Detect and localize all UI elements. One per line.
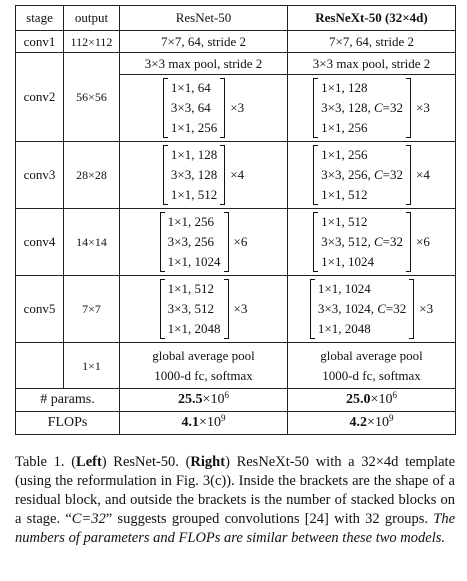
block-line: 1×1, 256	[321, 147, 368, 162]
block-multiplier: ×4	[230, 167, 245, 182]
block-line: 1×1, 256	[170, 120, 218, 135]
block-multiplier: ×6	[233, 234, 248, 249]
block-line: 1×1, 128	[321, 80, 368, 95]
resnext-params-value: 25.0×106	[287, 388, 456, 412]
block-line: 1×1, 64	[170, 80, 211, 95]
block-line: 1×1, 256	[321, 120, 368, 135]
header-resnext: ResNeXt-50 (32×4d)	[287, 5, 456, 31]
block-line: 3×3, 256, C=32	[321, 167, 403, 182]
pool-line: global average pool	[320, 347, 423, 363]
resnet-pool-cell: global average pool 1000-d fc, softmax	[119, 342, 288, 389]
block-line: 3×3, 1024, C=32	[317, 301, 407, 316]
stage-cell: conv4	[15, 208, 64, 276]
output-cell: 112×112	[63, 30, 120, 53]
resnext-block-cell: 1×1, 256 3×3, 256, C=32 1×1, 512 ×4	[287, 141, 456, 209]
block-line: 1×1, 512	[321, 214, 368, 229]
resnet-flops-value: 4.1×109	[119, 411, 288, 435]
output-cell: 1×1	[63, 342, 120, 389]
block-line: 1×1, 256	[167, 214, 214, 229]
stage-cell: conv5	[15, 275, 64, 343]
header-row: stage output ResNet-50 ResNeXt-50 (32×4d…	[15, 5, 456, 31]
resnext-pool-cell: global average pool 1000-d fc, softmax	[287, 342, 456, 389]
block-multiplier: ×3	[416, 100, 430, 115]
stage-cell: conv3	[15, 141, 64, 209]
resnext-cell: 7×7, 64, stride 2	[287, 30, 456, 53]
conv4-row: conv4 14×14 1×1, 256 3×3, 256 1×1, 1024 …	[15, 208, 456, 276]
block-bracket: 1×1, 512 3×3, 512 1×1, 2048 ×3	[159, 279, 248, 339]
conv1-row: conv1 112×112 7×7, 64, stride 2 7×7, 64,…	[15, 30, 456, 53]
block-multiplier: ×3	[419, 301, 434, 316]
block-bracket: 1×1, 512 3×3, 512, C=32 1×1, 1024 ×6	[313, 212, 430, 272]
block-line: 3×3, 256	[167, 234, 214, 249]
resnet-params-value: 25.5×106	[119, 388, 288, 412]
block-multiplier: ×3	[233, 301, 248, 316]
block-multiplier: ×4	[416, 167, 430, 182]
table-caption: Table 1. (Left) ResNet-50. (Right) ResNe…	[15, 454, 456, 546]
resnext-block-cell: 1×1, 512 3×3, 512, C=32 1×1, 1024 ×6	[287, 208, 456, 276]
resnext-block-cell: 1×1, 1024 3×3, 1024, C=32 1×1, 2048 ×3	[287, 275, 456, 343]
block-bracket: 1×1, 64 3×3, 64 1×1, 256 ×3	[162, 78, 245, 138]
header-stage: stage	[15, 5, 64, 31]
block-multiplier: ×3	[230, 100, 245, 115]
flops-row: FLOPs 4.1×109 4.2×109	[15, 411, 456, 435]
block-bracket: 1×1, 128 3×3, 128 1×1, 512 ×4	[162, 145, 245, 205]
conv3-row: conv3 28×28 1×1, 128 3×3, 128 1×1, 512 ×…	[15, 141, 456, 209]
resnet-block-cell: 1×1, 512 3×3, 512 1×1, 2048 ×3	[119, 275, 288, 343]
block-bracket: 1×1, 1024 3×3, 1024, C=32 1×1, 2048 ×3	[309, 279, 434, 339]
block-line: 1×1, 512	[321, 187, 368, 202]
params-label: # params.	[15, 388, 120, 412]
stage-cell: conv2	[15, 52, 64, 142]
resnet-cell: 3×3 max pool, stride 2	[119, 52, 288, 75]
block-line: 1×1, 2048	[167, 321, 221, 336]
flops-label: FLOPs	[15, 411, 120, 435]
stage-cell: conv1	[15, 30, 64, 53]
resnet-cell: 7×7, 64, stride 2	[119, 30, 288, 53]
block-line: 3×3, 128	[170, 167, 218, 182]
output-cell: 14×14	[63, 208, 120, 276]
block-line: 3×3, 128, C=32	[321, 100, 403, 115]
block-line: 1×1, 1024	[321, 254, 374, 269]
params-row: # params. 25.5×106 25.0×106	[15, 388, 456, 412]
block-line: 1×1, 512	[167, 281, 214, 296]
block-bracket: 1×1, 256 3×3, 256 1×1, 1024 ×6	[159, 212, 248, 272]
resnet-block-cell: 1×1, 256 3×3, 256 1×1, 1024 ×6	[119, 208, 288, 276]
block-line: 1×1, 1024	[317, 281, 371, 296]
header-resnet: ResNet-50	[119, 5, 288, 31]
block-line: 3×3, 512	[167, 301, 214, 316]
fc-line: 1000-d fc, softmax	[322, 367, 421, 383]
block-line: 1×1, 1024	[167, 254, 221, 269]
block-line: 1×1, 2048	[317, 321, 371, 336]
resnet-block-cell: 1×1, 64 3×3, 64 1×1, 256 ×3	[119, 74, 288, 142]
resnext-flops-value: 4.2×109	[287, 411, 456, 435]
block-line: 3×3, 512, C=32	[321, 234, 403, 249]
block-line: 1×1, 512	[170, 187, 218, 202]
pool-row: 1×1 global average pool 1000-d fc, softm…	[15, 342, 456, 389]
conv5-row: conv5 7×7 1×1, 512 3×3, 512 1×1, 2048 ×3…	[15, 275, 456, 343]
output-cell: 28×28	[63, 141, 120, 209]
maxpool-row: conv2 56×56 3×3 max pool, stride 2 3×3 m…	[15, 52, 456, 142]
resnext-cell: 3×3 max pool, stride 2	[287, 52, 456, 75]
stage-cell	[15, 342, 64, 389]
output-cell: 7×7	[63, 275, 120, 343]
architecture-table: stage output ResNet-50 ResNeXt-50 (32×4d…	[15, 5, 456, 435]
header-output: output	[63, 5, 120, 31]
resnext-block-cell: 1×1, 128 3×3, 128, C=32 1×1, 256 ×3	[287, 74, 456, 142]
output-cell: 56×56	[63, 52, 120, 142]
block-bracket: 1×1, 256 3×3, 256, C=32 1×1, 512 ×4	[313, 145, 430, 205]
pool-line: global average pool	[152, 347, 255, 363]
fc-line: 1000-d fc, softmax	[154, 367, 253, 383]
block-line: 3×3, 64	[170, 100, 211, 115]
block-bracket: 1×1, 128 3×3, 128, C=32 1×1, 256 ×3	[313, 78, 430, 138]
block-line: 1×1, 128	[170, 147, 218, 162]
block-multiplier: ×6	[416, 234, 430, 249]
resnet-block-cell: 1×1, 128 3×3, 128 1×1, 512 ×4	[119, 141, 288, 209]
